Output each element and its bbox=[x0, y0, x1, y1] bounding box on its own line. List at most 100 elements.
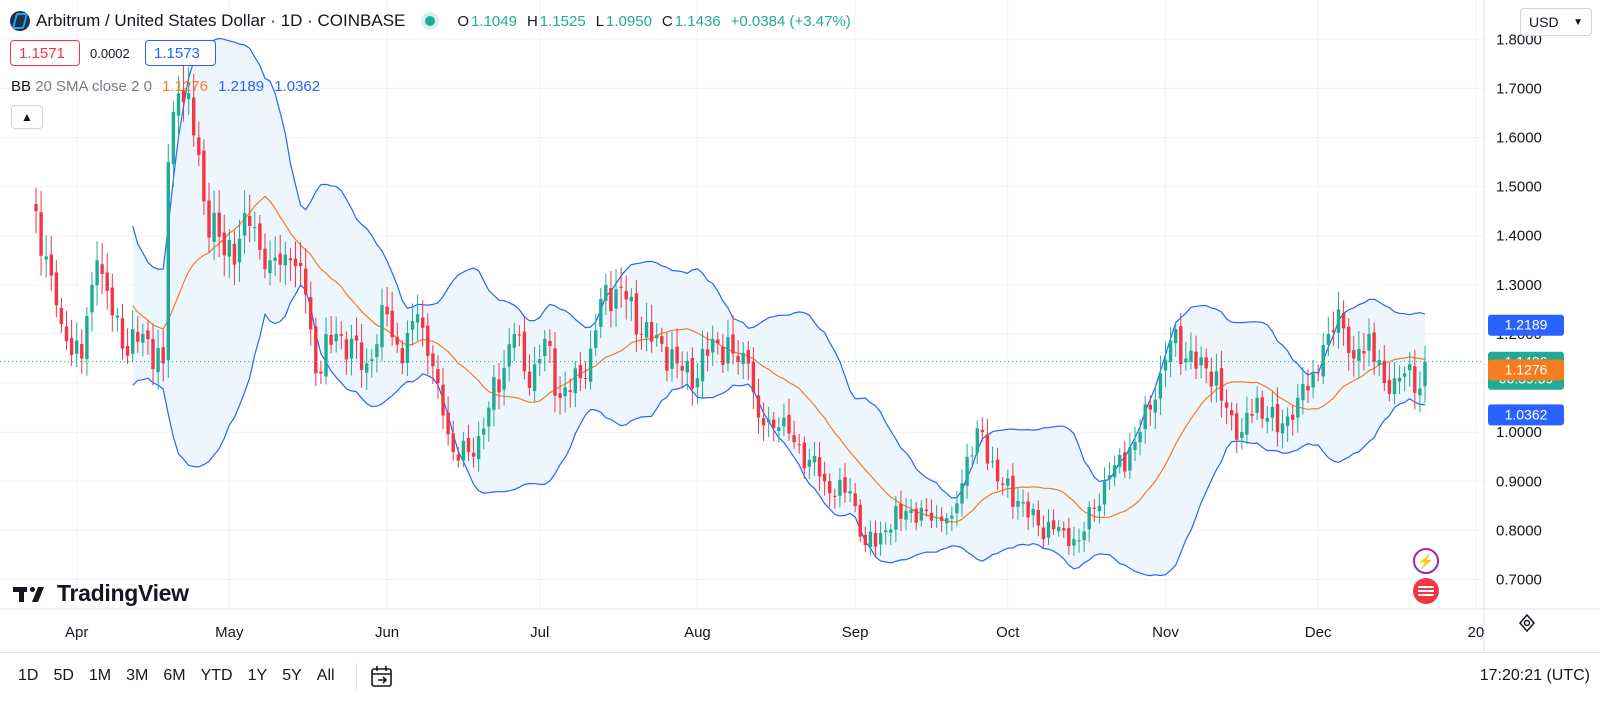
candle bbox=[934, 505, 939, 528]
candle-body bbox=[899, 503, 903, 519]
candle-body bbox=[1362, 351, 1366, 354]
candle-body bbox=[1372, 332, 1376, 362]
candle-body bbox=[1067, 528, 1071, 546]
lightning-icon[interactable]: ⚡ bbox=[1413, 548, 1439, 574]
candle-body bbox=[797, 444, 801, 446]
candle-body bbox=[756, 395, 761, 418]
candle bbox=[939, 507, 944, 532]
candle-body bbox=[741, 352, 745, 364]
buy-button[interactable]: 1.1573 bbox=[145, 40, 216, 66]
candle-body bbox=[298, 262, 303, 267]
candle bbox=[1367, 318, 1371, 367]
candle bbox=[390, 292, 394, 346]
candle bbox=[197, 121, 201, 166]
candle-body bbox=[1214, 371, 1219, 386]
range-1y[interactable]: 1Y bbox=[247, 667, 268, 684]
candle bbox=[1219, 350, 1224, 418]
candle-body bbox=[1224, 402, 1229, 408]
candle-body bbox=[1011, 475, 1015, 507]
candle bbox=[1230, 402, 1234, 431]
candle bbox=[1092, 498, 1096, 522]
candle bbox=[761, 402, 766, 442]
candle-body bbox=[395, 336, 399, 345]
candle-body bbox=[950, 515, 954, 519]
toolbar-divider bbox=[356, 663, 357, 691]
candle bbox=[59, 298, 64, 333]
candle-body bbox=[863, 534, 867, 546]
range-1d[interactable]: 1D bbox=[18, 667, 39, 684]
candle bbox=[563, 371, 567, 413]
candle bbox=[186, 66, 191, 115]
candle-body bbox=[685, 360, 689, 373]
candle bbox=[456, 446, 460, 468]
candle-body bbox=[192, 97, 196, 136]
candle-body bbox=[1189, 350, 1193, 362]
candle-body bbox=[512, 334, 516, 348]
candle-body bbox=[1087, 507, 1091, 530]
candle-body bbox=[227, 240, 231, 257]
candle-body bbox=[75, 340, 79, 354]
bollinger-basis-line bbox=[132, 195, 1426, 523]
candle-body bbox=[1133, 442, 1137, 450]
candle bbox=[1077, 528, 1081, 553]
candle-body bbox=[1230, 410, 1234, 416]
candle bbox=[1143, 395, 1147, 444]
candle bbox=[426, 313, 430, 374]
x-tick-label: Dec bbox=[1305, 624, 1332, 641]
sell-button[interactable]: 1.1571 bbox=[10, 40, 80, 66]
candle-body bbox=[349, 338, 354, 359]
candle bbox=[614, 269, 618, 327]
range-ytd[interactable]: YTD bbox=[200, 667, 233, 684]
x-tick-label: Sep bbox=[842, 624, 869, 641]
utc-clock[interactable]: 17:20:21 (UTC) bbox=[1479, 667, 1590, 684]
candle bbox=[415, 294, 420, 341]
candle-body bbox=[990, 461, 995, 463]
candle-body bbox=[268, 260, 272, 273]
us-flag-icon[interactable] bbox=[1413, 578, 1439, 604]
settings-icon[interactable] bbox=[1514, 610, 1540, 636]
candle bbox=[1036, 500, 1040, 537]
indicator-legend[interactable]: BB 20 SMA close 2 0 1.1276 1.2189 1.0362 bbox=[11, 78, 321, 95]
currency-select[interactable]: USD ▼ bbox=[1520, 8, 1592, 36]
symbol-title[interactable]: Arbitrum / United States Dollar · 1D · C… bbox=[36, 11, 406, 30]
candle-body bbox=[253, 227, 257, 229]
candle-body bbox=[131, 329, 135, 354]
candle-body bbox=[1316, 372, 1320, 374]
candle-body bbox=[1341, 312, 1346, 329]
candle-body bbox=[675, 346, 679, 364]
candle-body bbox=[578, 365, 583, 379]
candle-body bbox=[125, 346, 130, 356]
candle bbox=[1377, 349, 1381, 376]
candle bbox=[1148, 395, 1152, 426]
candle bbox=[242, 190, 247, 255]
candle bbox=[639, 316, 644, 350]
candle bbox=[273, 236, 277, 277]
candle-body bbox=[1331, 330, 1336, 333]
candle bbox=[1097, 493, 1102, 524]
candle-body bbox=[619, 286, 623, 288]
candle bbox=[1275, 387, 1280, 447]
arbitrum-logo-icon bbox=[10, 11, 30, 31]
candle bbox=[1128, 432, 1132, 480]
range-1m[interactable]: 1M bbox=[88, 667, 112, 684]
collapse-legend-button[interactable]: ▲ bbox=[11, 105, 43, 129]
candle bbox=[49, 235, 53, 291]
candle bbox=[1051, 509, 1056, 536]
candle bbox=[1265, 406, 1269, 434]
range-3m[interactable]: 3M bbox=[126, 667, 149, 684]
candle bbox=[817, 442, 822, 491]
candle bbox=[181, 65, 186, 122]
candle bbox=[380, 288, 384, 361]
candle bbox=[975, 420, 979, 464]
candle bbox=[532, 346, 537, 402]
candle-body bbox=[1280, 423, 1285, 434]
candle bbox=[64, 310, 69, 350]
calendar-icon[interactable] bbox=[368, 663, 396, 691]
range-6m[interactable]: 6M bbox=[163, 667, 186, 684]
range-5y[interactable]: 5Y bbox=[282, 667, 302, 684]
candle bbox=[487, 401, 491, 443]
price-chart[interactable]: 1.80001.70001.60001.50001.40001.30001.20… bbox=[0, 0, 1600, 652]
range-5d[interactable]: 5D bbox=[53, 667, 74, 684]
candle-body bbox=[85, 316, 89, 360]
range-all[interactable]: All bbox=[316, 667, 335, 684]
